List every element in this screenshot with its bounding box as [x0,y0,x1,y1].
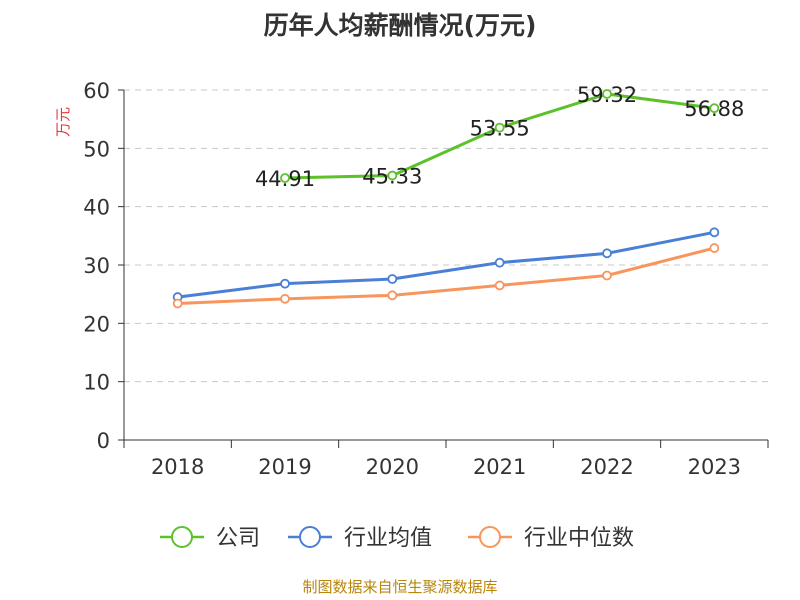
legend: 公司 行业均值 行业中位数 [160,526,634,551]
data-label: 56.88 [684,97,744,121]
legend-label: 行业中位数 [524,526,634,551]
x-tick-label: 2020 [366,455,419,479]
data-labels: 44.91 45.33 53.55 59.32 56.88 [255,83,744,191]
data-point [280,293,290,304]
y-tick-label: 60 [83,79,110,103]
grid-lines [124,89,768,383]
y-tick-label: 10 [83,371,110,395]
y-axis-label: 万元 [54,107,72,137]
data-point [494,257,505,268]
y-tick-label: 50 [83,137,110,161]
y-tick-label: 0 [97,429,110,453]
legend-label: 公司 [216,526,260,551]
y-tick-label: 20 [83,312,110,336]
data-point [602,89,612,99]
data-label: 59.32 [577,83,637,107]
data-point [602,248,612,259]
chart-title: 历年人均薪酬情况(万元) [263,11,537,40]
data-label: 45.33 [362,165,422,189]
x-tick-label: 2018 [151,455,204,479]
data-point [709,243,720,253]
source-note: 制图数据来自恒生聚源数据库 [302,578,498,596]
x-tick-label: 2019 [258,455,311,479]
data-point [387,274,398,284]
data-label: 53.55 [470,117,530,141]
data-point [387,290,398,301]
data-point [172,298,183,309]
legend-marker [299,526,321,548]
data-point [280,278,290,289]
y-tick-label: 40 [83,196,110,220]
x-tick-label: 2021 [473,455,526,479]
data-point [709,103,720,114]
tick-labels: 0 10 20 30 40 50 60 2018 2019 2020 2021 2022 2023 万元 [54,79,741,479]
series-lines [172,89,720,309]
series-line [177,246,715,305]
data-point [280,173,290,183]
data-point [494,122,505,133]
data-point [387,170,398,181]
x-tick-label: 2022 [580,455,633,479]
legend-marker [171,526,193,548]
data-point [602,270,612,281]
y-tick-label: 30 [83,254,110,278]
axes [118,89,769,448]
data-point [709,227,720,238]
x-tick-label: 2023 [688,455,741,479]
series-line [177,230,715,299]
legend-marker [479,526,501,548]
data-point [494,280,505,291]
data-label: 44.91 [255,167,315,191]
legend-label: 行业均值 [344,526,432,551]
